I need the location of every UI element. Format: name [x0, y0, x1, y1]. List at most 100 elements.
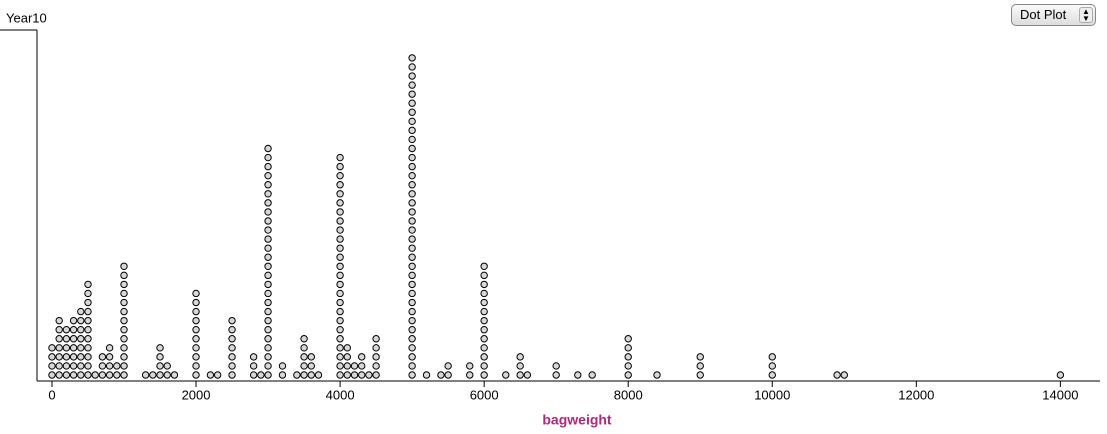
dot	[77, 344, 85, 352]
dot-stack	[552, 362, 560, 379]
dot	[408, 316, 416, 325]
dot	[84, 280, 92, 289]
dot	[358, 353, 366, 361]
dot	[624, 371, 632, 379]
dot	[480, 298, 488, 307]
plot-type-select[interactable]: Dot Plot ▲ ▼	[1011, 4, 1096, 26]
dot	[77, 362, 85, 370]
dot-stack	[523, 371, 532, 379]
dot	[48, 344, 56, 352]
dot-stack	[300, 335, 308, 379]
dot	[466, 371, 474, 379]
dot-stack	[120, 262, 128, 379]
dot-stack	[343, 344, 351, 379]
dot	[69, 371, 78, 379]
dot	[264, 307, 272, 316]
dot-stack	[163, 362, 171, 379]
dot	[192, 289, 200, 298]
dot	[228, 371, 236, 379]
dot	[120, 298, 128, 307]
dot	[192, 362, 200, 370]
dot	[408, 54, 416, 62]
dot	[768, 371, 776, 379]
dot	[55, 353, 63, 361]
dot-stack	[98, 353, 107, 379]
dot	[300, 344, 308, 352]
dot	[84, 371, 92, 379]
dot	[336, 181, 344, 189]
dot	[257, 371, 265, 379]
dot	[105, 371, 114, 379]
dot	[408, 99, 416, 107]
x-tick-label: 10000	[754, 387, 790, 402]
dot-stack	[350, 362, 359, 379]
dot	[588, 371, 596, 379]
dot	[91, 371, 99, 379]
dot-stack	[206, 371, 215, 379]
dot	[84, 344, 92, 352]
dot	[105, 353, 114, 361]
dot	[408, 144, 416, 153]
dot	[120, 289, 128, 298]
dot	[77, 307, 85, 316]
dot	[408, 344, 416, 352]
dot	[264, 298, 272, 307]
dot	[408, 226, 416, 234]
dot	[228, 335, 236, 343]
dot	[77, 353, 85, 361]
x-tick-label: 4000	[326, 387, 355, 402]
x-tick-label: 12000	[898, 387, 934, 402]
dot-stack	[314, 371, 323, 379]
dot	[62, 362, 71, 370]
dot	[62, 371, 71, 379]
dot	[480, 316, 488, 325]
dot-stack	[278, 362, 287, 379]
dot	[62, 335, 71, 343]
dot	[408, 117, 416, 126]
dot	[120, 326, 128, 334]
dot	[444, 362, 452, 370]
dot	[336, 362, 344, 370]
select-arrows[interactable]: ▲ ▼	[1079, 7, 1093, 23]
dot	[336, 253, 344, 261]
dot-stack	[307, 353, 315, 379]
dot	[336, 371, 344, 379]
dot	[192, 335, 200, 343]
dot	[192, 298, 200, 307]
chart-title: Year10	[6, 10, 47, 25]
dot	[336, 271, 344, 280]
dot	[408, 244, 416, 252]
dot	[300, 353, 308, 361]
dot	[120, 371, 128, 379]
dot	[336, 208, 344, 216]
dot	[408, 362, 416, 370]
dot	[408, 298, 416, 307]
dot	[192, 353, 200, 361]
dot	[228, 326, 236, 334]
dot	[350, 371, 359, 379]
dot	[408, 208, 416, 216]
dot	[264, 316, 272, 325]
dot-stack	[249, 353, 258, 379]
dot	[422, 371, 431, 379]
dot	[264, 181, 272, 189]
dot	[77, 326, 85, 334]
dot	[336, 353, 344, 361]
dot	[372, 353, 380, 361]
dot	[149, 371, 157, 379]
dot-stack	[55, 316, 63, 379]
x-tick-label: 14000	[1042, 387, 1078, 402]
dot	[48, 371, 56, 379]
dot-stack	[372, 335, 380, 379]
dot	[768, 353, 776, 361]
dot	[300, 371, 308, 379]
dot	[408, 135, 416, 144]
dot	[84, 353, 92, 361]
dot	[105, 344, 114, 352]
dot	[343, 362, 351, 370]
dot	[192, 326, 200, 334]
dot	[120, 353, 128, 361]
dot	[336, 344, 344, 352]
dot	[523, 371, 532, 379]
dot	[264, 280, 272, 289]
